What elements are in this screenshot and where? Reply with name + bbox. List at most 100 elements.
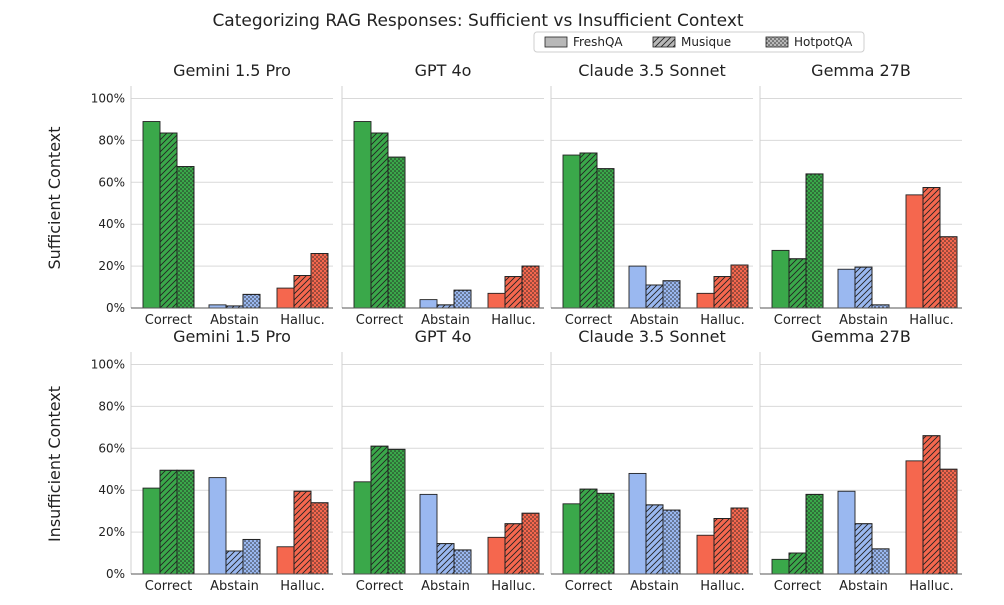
y-tick-label: 0%: [106, 567, 125, 581]
bar-pattern-correct-musique: [579, 488, 598, 575]
x-tick-label-abstain: Abstain: [630, 579, 679, 594]
bar-pattern-halluc-hotpotqa: [310, 502, 329, 575]
x-tick-label-halluc: Halluc.: [491, 579, 535, 594]
x-tick-label-abstain: Abstain: [210, 579, 259, 594]
y-tick-label: 100%: [91, 91, 125, 105]
bar-halluc-freshqa: [276, 546, 295, 575]
y-tick-label: 60%: [98, 441, 125, 455]
bar-pattern-halluc-musique: [293, 275, 312, 309]
bar-correct-freshqa: [353, 121, 372, 309]
bar-abstain-freshqa: [837, 268, 856, 309]
x-tick-label-correct: Correct: [145, 579, 192, 594]
bar-correct-freshqa: [562, 503, 581, 575]
x-tick-label-abstain: Abstain: [630, 313, 679, 328]
x-tick-label-halluc: Halluc.: [280, 313, 324, 328]
bar-pattern-abstain-musique: [436, 543, 455, 575]
x-tick-label-correct: Correct: [356, 579, 403, 594]
bar-halluc-freshqa: [487, 292, 506, 309]
bar-pattern-abstain-musique: [854, 266, 873, 309]
bar-abstain-freshqa: [419, 299, 438, 309]
bar-pattern-halluc-hotpotqa: [730, 507, 749, 575]
panels: Sufficient Context 0% 20% 40% 60% 80% 100% Gemi…: [45, 61, 962, 594]
legend-label-freshqa: FreshQA: [573, 35, 623, 49]
x-tick-label-abstain: Abstain: [421, 313, 470, 328]
bar-pattern-correct-musique: [788, 552, 807, 575]
bar-abstain-freshqa: [628, 472, 647, 575]
bar-halluc-freshqa: [696, 534, 715, 575]
bar-pattern-correct-musique: [788, 258, 807, 309]
panel-sufficient-context-gemini-1-5-pro: Gemini 1.5 Pro Correct Abstain Halluc.: [130, 61, 333, 328]
x-tick-label-abstain: Abstain: [210, 313, 259, 328]
panel-title: Claude 3.5 Sonnet: [578, 61, 726, 80]
x-tick-label-correct: Correct: [565, 313, 612, 328]
x-tick-label-abstain: Abstain: [839, 579, 888, 594]
bar-pattern-halluc-musique: [504, 523, 523, 575]
bar-pattern-halluc-hotpotqa: [939, 468, 958, 575]
x-tick-label-correct: Correct: [565, 579, 612, 594]
bar-correct-freshqa: [771, 249, 790, 309]
panel-title: Gemini 1.5 Pro: [173, 327, 291, 346]
bar-pattern-abstain-musique: [645, 284, 664, 309]
legend-swatch-pattern-hotpotqa: [766, 37, 788, 47]
x-tick-label-halluc: Halluc.: [909, 313, 953, 328]
panel-insufficient-context-claude-3-5-sonnet: Claude 3.5 Sonnet Correct Abstain Halluc.: [550, 327, 753, 594]
x-tick-label-halluc: Halluc.: [700, 313, 744, 328]
bar-abstain-freshqa: [628, 265, 647, 309]
bar-pattern-abstain-hotpotqa: [453, 289, 472, 309]
x-tick-label-halluc: Halluc.: [909, 579, 953, 594]
y-tick-label: 40%: [98, 483, 125, 497]
bar-pattern-correct-hotpotqa: [805, 173, 824, 309]
bar-pattern-abstain-hotpotqa: [662, 509, 681, 575]
legend-label-musique: Musique: [681, 35, 731, 49]
bar-halluc-freshqa: [905, 460, 924, 575]
panel-sufficient-context-gpt-4o: GPT 4o Correct Abstain Halluc.: [341, 61, 544, 328]
bar-pattern-halluc-hotpotqa: [730, 264, 749, 309]
bar-pattern-correct-musique: [159, 132, 178, 309]
row-label-sufficient-context: Sufficient Context: [45, 126, 64, 269]
bar-halluc-freshqa: [276, 287, 295, 309]
bar-abstain-freshqa: [837, 490, 856, 575]
panel-sufficient-context-claude-3-5-sonnet: Claude 3.5 Sonnet Correct Abstain Halluc.: [550, 61, 753, 328]
x-tick-label-halluc: Halluc.: [491, 313, 535, 328]
y-tick-label: 20%: [98, 525, 125, 539]
bar-halluc-freshqa: [905, 194, 924, 309]
bar-abstain-freshqa: [208, 477, 227, 575]
panel-title: GPT 4o: [415, 61, 472, 80]
bar-pattern-correct-musique: [370, 132, 389, 309]
bar-pattern-correct-musique: [579, 152, 598, 309]
bar-pattern-halluc-musique: [922, 435, 941, 575]
legend-swatch-pattern-musique: [653, 37, 675, 47]
bar-correct-freshqa: [562, 154, 581, 309]
panel-title: Gemini 1.5 Pro: [173, 61, 291, 80]
bar-pattern-halluc-hotpotqa: [521, 512, 540, 575]
x-tick-label-correct: Correct: [356, 313, 403, 328]
bar-pattern-abstain-hotpotqa: [453, 549, 472, 575]
x-tick-label-correct: Correct: [774, 579, 821, 594]
bar-pattern-halluc-hotpotqa: [521, 265, 540, 309]
bar-pattern-halluc-hotpotqa: [310, 253, 329, 309]
y-tick-label: 80%: [98, 133, 125, 147]
bar-pattern-halluc-musique: [293, 490, 312, 575]
bar-correct-freshqa: [771, 558, 790, 575]
legend: FreshQA Musique HotpotQA: [533, 31, 865, 53]
bar-pattern-abstain-musique: [645, 504, 664, 575]
bar-correct-freshqa: [142, 487, 161, 575]
y-tick-label: 60%: [98, 175, 125, 189]
x-tick-label-halluc: Halluc.: [280, 579, 324, 594]
x-tick-label-halluc: Halluc.: [700, 579, 744, 594]
x-tick-label-abstain: Abstain: [839, 313, 888, 328]
bar-pattern-correct-hotpotqa: [387, 448, 406, 575]
bar-pattern-halluc-musique: [713, 518, 732, 575]
legend-swatch-freshqa: [544, 36, 568, 48]
panel-title: Claude 3.5 Sonnet: [578, 327, 726, 346]
bar-pattern-correct-hotpotqa: [805, 493, 824, 575]
bar-pattern-halluc-musique: [713, 276, 732, 309]
panel-title: Gemma 27B: [811, 327, 911, 346]
panel-title: Gemma 27B: [811, 61, 911, 80]
panel-sufficient-context-gemma-27b: Gemma 27B Correct Abstain Halluc.: [759, 61, 962, 328]
y-tick-label: 100%: [91, 357, 125, 371]
y-tick-label: 40%: [98, 217, 125, 231]
bar-correct-freshqa: [142, 121, 161, 309]
